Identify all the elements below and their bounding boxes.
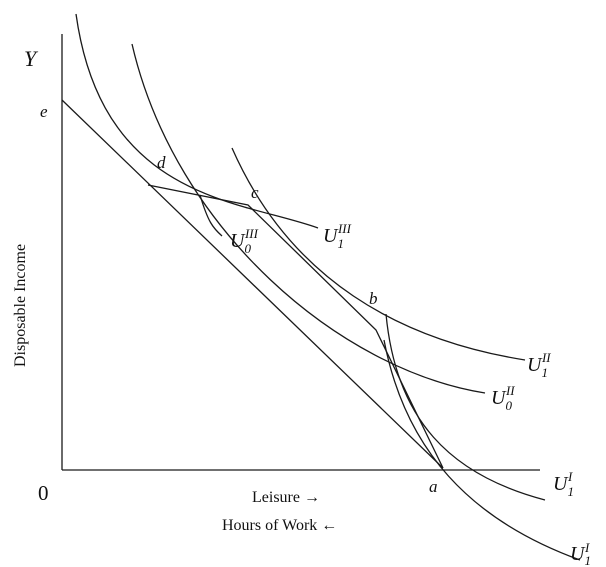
curve-label-u0-i: U1I xyxy=(570,540,591,567)
indifference-curve-u1-iii xyxy=(75,13,319,229)
point-label-b: b xyxy=(369,289,378,308)
x-axis-label-leisure: Leisure → xyxy=(252,489,320,506)
indifference-curve-u1-i xyxy=(385,313,546,501)
origin-label: 0 xyxy=(38,481,49,505)
indifference-curve-u0-i xyxy=(383,339,581,561)
x-axis-label-hours: Hours of Work ← xyxy=(222,517,337,534)
y-axis-label: Disposable Income xyxy=(12,244,29,367)
point-label-a: a xyxy=(429,477,438,496)
original-budget-line xyxy=(61,99,444,469)
point-label-c: c xyxy=(251,183,259,202)
indifference-curve-u1-ii xyxy=(231,147,526,361)
curve-label-u1-ii: U1II xyxy=(527,350,551,380)
curve-label-u0-iii: U0III xyxy=(230,226,259,256)
point-label-e: e xyxy=(40,102,48,121)
indifference-curve-u0-ii xyxy=(131,43,486,394)
point-label-d: d xyxy=(157,153,166,172)
y-axis-symbol: Y xyxy=(24,46,39,71)
curve-label-u0-ii: U0II xyxy=(491,383,515,413)
indifference-curve-u0-iii xyxy=(199,194,223,237)
curve-label-u1-iii: U1III xyxy=(323,221,352,251)
curve-label-u1-i: U1I xyxy=(553,469,574,499)
